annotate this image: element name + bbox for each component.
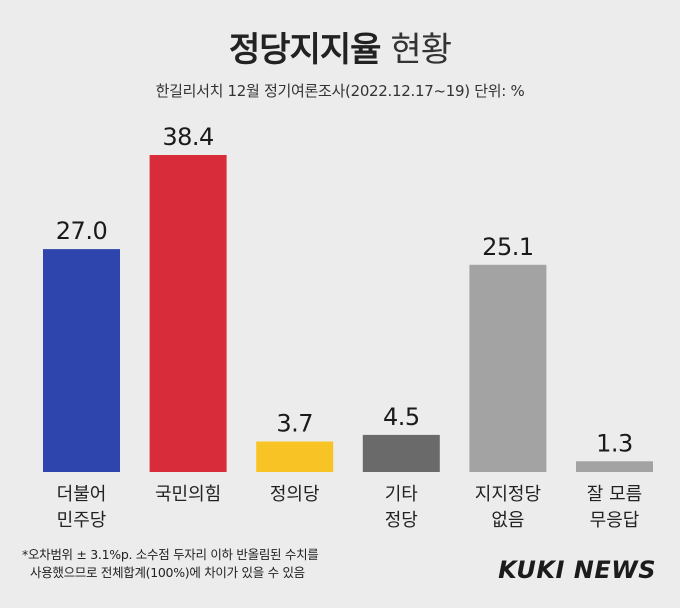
value-label-4: 25.1 — [482, 233, 533, 261]
value-label-5: 1.3 — [596, 429, 633, 457]
chart-title-main: 정당지지율 — [229, 30, 381, 70]
bar-5 — [576, 461, 653, 472]
value-label-1: 38.4 — [162, 123, 213, 151]
bar-1 — [149, 155, 227, 472]
bar-2 — [256, 441, 334, 472]
category-label-1-0: 국민의힘 — [155, 484, 221, 505]
footnote-line-1: *오차범위 ± 3.1%p. 소수점 두자리 이하 반올림된 수치를 — [22, 547, 319, 562]
chart-subtitle: 한길리서치 12월 정기여론조사(2022.12.17~19) 단위: % — [155, 82, 525, 100]
value-label-2: 3.7 — [276, 410, 313, 438]
value-label-0: 27.0 — [56, 217, 107, 245]
chart-title: 정당지지율 현황 — [0, 22, 680, 71]
kuki-news-logo: KUKI NEWS — [498, 556, 656, 584]
category-label-0-0: 더불어 — [57, 484, 107, 505]
footnote: *오차범위 ± 3.1%p. 소수점 두자리 이하 반올림된 수치를 사용했으므… — [22, 546, 319, 582]
category-label-0-1: 민주당 — [57, 510, 107, 531]
bar-3 — [362, 434, 440, 472]
category-label-3-0: 기타 — [385, 484, 419, 505]
category-label-3-1: 정당 — [385, 510, 418, 531]
footnote-line-2: 사용했으므로 전체합계(100%)에 차이가 있을 수 있음 — [30, 565, 305, 580]
value-label-3: 4.5 — [383, 403, 420, 431]
category-label-4-1: 없음 — [491, 510, 524, 531]
bar-0 — [43, 249, 120, 472]
category-label-5-1: 무응답 — [590, 510, 640, 531]
category-label-5-0: 잘 모름 — [587, 484, 642, 505]
bar-4 — [469, 264, 547, 472]
category-label-2-0: 정의당 — [270, 484, 320, 505]
chart-title-sub: 현황 — [390, 30, 452, 70]
category-label-4-0: 지지정당 — [475, 484, 541, 505]
